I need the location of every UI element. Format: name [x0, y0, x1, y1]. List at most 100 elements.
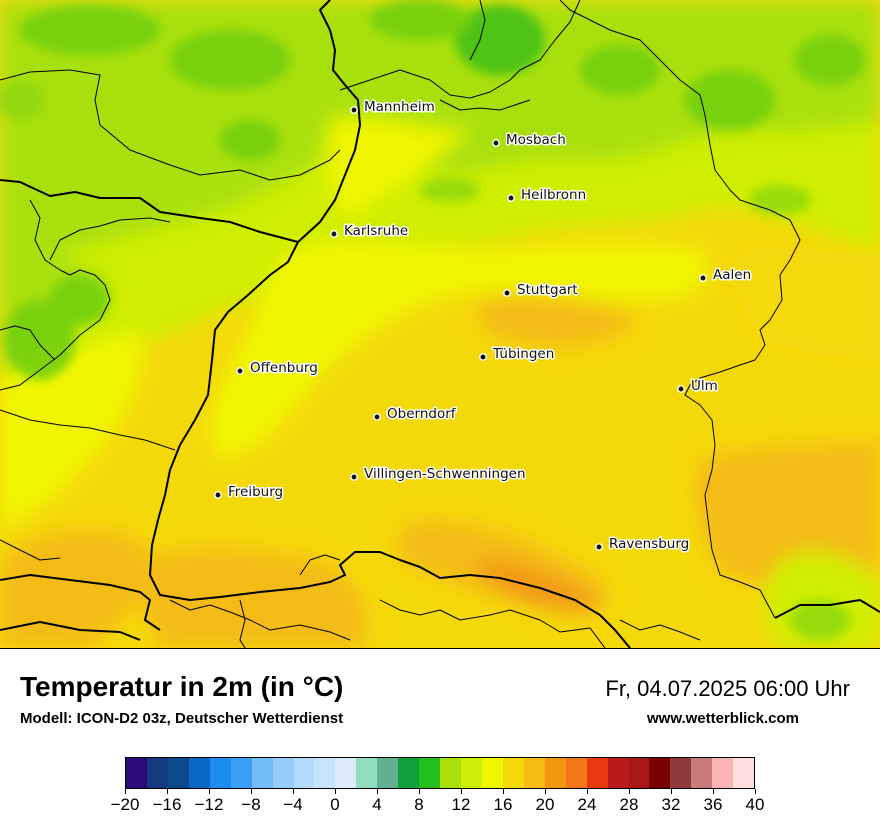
- colorbar-tick: [754, 789, 756, 794]
- colorbar-segment: [544, 758, 566, 788]
- colorbar-tick: [544, 789, 546, 794]
- colorbar-tick-label: 12: [451, 795, 471, 814]
- colorbar-segment: [188, 758, 210, 788]
- colorbar-segment: [293, 758, 315, 788]
- city-label-offenburg: Offenburg: [250, 360, 318, 376]
- colorbar-tick: [460, 789, 462, 794]
- colorbar-ticks: −20 −16 −12 −8 −4 0 4 8 12 16 20 24 28 32 36 40: [111, 789, 764, 819]
- colorbar-segment: [670, 758, 692, 788]
- colorbar-segment: [586, 758, 608, 788]
- city-dot-ulm: [677, 385, 685, 393]
- colorbar-tick: [166, 789, 168, 794]
- city-label-mosbach: Mosbach: [506, 132, 566, 148]
- colorbar-segment: [419, 758, 441, 788]
- temperature-colorbar: [125, 757, 755, 789]
- colorbar-tick-label: 28: [619, 795, 639, 814]
- city-dot-offenburg: [236, 367, 244, 375]
- colorbar-tick: [376, 789, 378, 794]
- colorbar-tick: [712, 789, 714, 794]
- colorbar-tick-label: 8: [414, 795, 424, 814]
- city-dot-mannheim: [350, 106, 358, 114]
- colorbar-tick-label: 32: [661, 795, 681, 814]
- colorbar-segment: [649, 758, 671, 788]
- colorbar-segment: [167, 758, 189, 788]
- city-label-stuttgart: Stuttgart: [517, 282, 578, 298]
- city-label-oberndorf: Oberndorf: [387, 406, 457, 422]
- colorbar-tick-label: −12: [194, 795, 224, 814]
- colorbar-segment: [335, 758, 357, 788]
- city-dot-ravensburg: [595, 543, 603, 551]
- colorbar-segment: [440, 758, 461, 788]
- colorbar-tick: [502, 789, 504, 794]
- colorbar-tick-label: 40: [745, 795, 765, 814]
- city-dot-aalen: [699, 274, 707, 282]
- colorbar-tick-label: 24: [577, 795, 597, 814]
- city-dot-heilbronn: [507, 194, 515, 202]
- colorbar-tick: [418, 789, 420, 794]
- state-borders: [0, 0, 880, 648]
- colorbar-segment: [230, 758, 252, 788]
- colorbar-tick: [628, 789, 630, 794]
- city-dot-villingen-schwenningen: [350, 473, 358, 481]
- colorbar-tick: [292, 789, 294, 794]
- colorbar-segment: [377, 758, 399, 788]
- colorbar-tick-label: −8: [241, 795, 261, 814]
- map-canvas: Mannheim Mosbach Heilbronn Karlsruhe Aalen St…: [0, 0, 880, 648]
- colorbar-tick-label: 4: [372, 795, 382, 814]
- colorbar-tick: [586, 789, 588, 794]
- colorbar-segment: [209, 758, 231, 788]
- colorbar-segment: [481, 758, 503, 788]
- city-dot-mosbach: [492, 139, 500, 147]
- colorbar-segment: [461, 758, 482, 788]
- city-label-aalen: Aalen: [713, 267, 751, 283]
- colorbar-tick-label: 20: [535, 795, 555, 814]
- colorbar-tick: [670, 789, 672, 794]
- colorbar-tick: [208, 789, 210, 794]
- colorbar-tick: [334, 789, 336, 794]
- colorbar-tick: [124, 789, 126, 794]
- website-link[interactable]: www.wetterblick.com: [647, 710, 799, 727]
- colorbar-segment: [146, 758, 168, 788]
- colorbar-segment: [272, 758, 294, 788]
- city-label-t-bingen: Tübingen: [492, 346, 554, 362]
- city-dot-karlsruhe: [330, 230, 338, 238]
- colorbar-segment: [628, 758, 650, 788]
- colorbar-segment: [712, 758, 734, 788]
- colorbar-tick-label: 0: [330, 795, 340, 814]
- colorbar-segment: [398, 758, 420, 788]
- temperature-map[interactable]: Mannheim Mosbach Heilbronn Karlsruhe Aalen St…: [0, 0, 880, 649]
- colorbar-tick: [250, 789, 252, 794]
- city-label-mannheim: Mannheim: [364, 99, 435, 115]
- colorbar-segment: [502, 758, 524, 788]
- colorbar-segment: [733, 758, 755, 788]
- district-borders: [0, 0, 801, 648]
- green-patches: [0, 0, 865, 640]
- colorbar-segment: [251, 758, 273, 788]
- forecast-datetime: Fr, 04.07.2025 06:00 Uhr: [605, 676, 850, 701]
- colorbar-tick-label: −4: [283, 795, 303, 814]
- colorbar-segment: [523, 758, 545, 788]
- city-dot-oberndorf: [373, 413, 381, 421]
- colorbar-tick-label: −20: [110, 795, 140, 814]
- colorbar-segment: [126, 758, 147, 788]
- colorbar-segment: [565, 758, 587, 788]
- city-label-ulm: Ulm: [691, 378, 718, 394]
- colorbar-segment: [691, 758, 713, 788]
- colorbar-segment: [356, 758, 378, 788]
- city-markers: Mannheim Mosbach Heilbronn Karlsruhe Aalen St…: [214, 98, 753, 554]
- city-label-ravensburg: Ravensburg: [609, 536, 689, 552]
- colorbar-segment: [607, 758, 629, 788]
- city-dot-stuttgart: [503, 289, 511, 297]
- city-label-freiburg: Freiburg: [228, 484, 283, 500]
- city-label-villingen-schwenningen: Villingen-Schwenningen: [364, 466, 526, 482]
- colorbar-segment: [314, 758, 336, 788]
- city-label-heilbronn: Heilbronn: [521, 187, 586, 203]
- colorbar-tick-label: 36: [703, 795, 723, 814]
- model-subtitle: Modell: ICON-D2 03z, Deutscher Wetterdie…: [20, 710, 344, 727]
- colorbar-tick-label: −16: [152, 795, 182, 814]
- city-label-karlsruhe: Karlsruhe: [344, 223, 408, 239]
- page-title: Temperatur in 2m (in °C): [20, 671, 344, 702]
- city-dot-t-bingen: [479, 353, 487, 361]
- city-dot-freiburg: [214, 491, 222, 499]
- colorbar-tick-label: 16: [493, 795, 513, 814]
